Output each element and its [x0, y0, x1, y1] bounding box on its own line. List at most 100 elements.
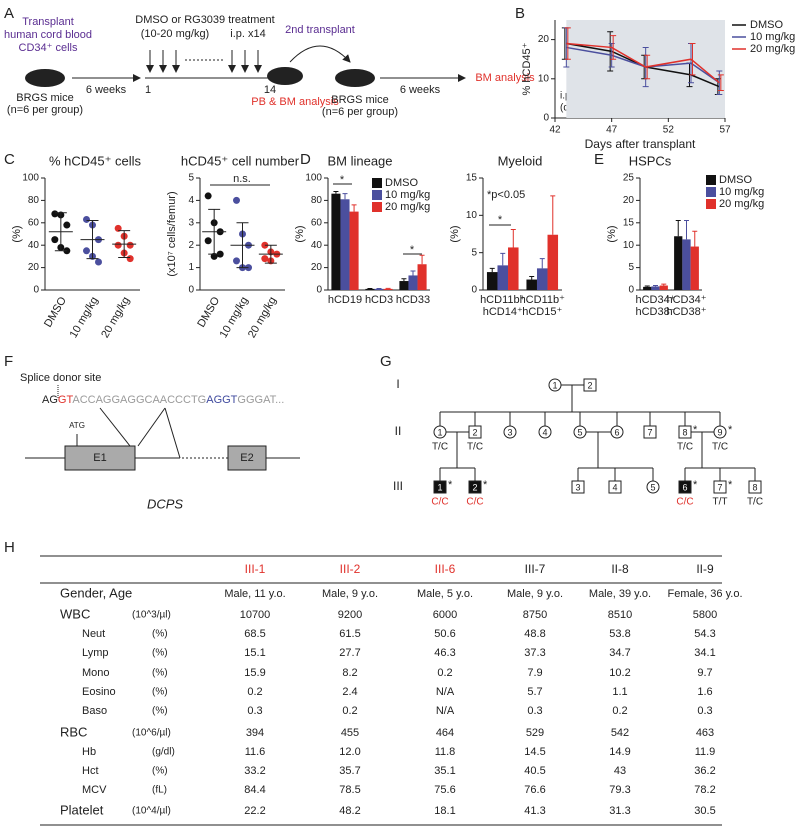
y-tick-label: 80 [28, 195, 40, 206]
generation-label: III [393, 479, 403, 493]
row-label: Gender, Age [60, 585, 132, 600]
member-id: 1 [437, 427, 442, 437]
error-bar [692, 230, 698, 247]
male [468, 425, 482, 439]
genotype: C/C [431, 497, 448, 508]
panel-label: E [594, 151, 604, 168]
error-bar [500, 252, 506, 266]
cell: 68.5 [244, 628, 265, 640]
x-tick-label: 20 mg/kg [246, 295, 279, 340]
bar [690, 246, 699, 290]
cell: Male, 9 y.o. [322, 588, 378, 600]
x-tick-label: 10 mg/kg [68, 295, 101, 340]
legend-swatch [706, 187, 716, 197]
member-id: 4 [542, 427, 547, 437]
male [678, 480, 692, 494]
row-unit: (g/dl) [152, 747, 175, 758]
bar [331, 193, 341, 290]
y-tick-label: 0 [543, 113, 549, 124]
exon-label: E1 [93, 452, 106, 464]
data-point [63, 247, 71, 255]
column-header: III-2 [340, 562, 361, 576]
legend-label: DMSO [719, 174, 752, 186]
cell: 0.3 [527, 705, 542, 717]
data-point [204, 192, 212, 200]
cell: 10700 [240, 609, 271, 621]
generation-label: II [395, 424, 402, 438]
member-id: 3 [575, 482, 580, 492]
cell: 75.6 [434, 784, 455, 796]
column-header: II-8 [611, 562, 629, 576]
sequence-part: GT [58, 394, 74, 406]
male [571, 480, 585, 494]
y-tick-label: 10 [466, 210, 478, 221]
bar [340, 199, 350, 290]
row-unit: (%) [152, 629, 168, 640]
error-bar [684, 220, 689, 240]
y-tick-label: 100 [22, 173, 39, 184]
cell: 22.2 [244, 805, 265, 817]
member-id: 3 [507, 427, 512, 437]
column-header: II-9 [696, 562, 714, 576]
cell: 394 [246, 727, 264, 739]
member-id: 7 [647, 427, 652, 437]
y-tick-label: 40 [28, 240, 40, 251]
panel-label: C [4, 151, 15, 168]
cell: 0.2 [437, 667, 452, 679]
y-tick-label: 4 [188, 195, 194, 206]
cell: 9.7 [697, 667, 712, 679]
splice-label: Splice donor site [20, 372, 101, 384]
pedigree-line [439, 431, 476, 481]
x-tick-label: 47 [606, 125, 618, 136]
y-tick-label: 0 [33, 285, 39, 296]
mice-text: BRGS mice [331, 94, 388, 106]
cell: 6000 [433, 609, 457, 621]
bar [497, 265, 509, 290]
cell: 34.1 [694, 647, 715, 659]
row-label: Mono [82, 667, 110, 679]
sd-bar [54, 212, 67, 252]
error-bar [689, 43, 696, 76]
column-header: III-1 [245, 562, 266, 576]
cell: 31.3 [609, 805, 630, 817]
legend-label: 10 mg/kg [719, 186, 764, 198]
cell: 27.7 [339, 647, 360, 659]
bar [408, 275, 418, 290]
panel-label: G [380, 353, 392, 370]
cell: 464 [436, 727, 454, 739]
data-point [51, 236, 59, 244]
cell: 8510 [608, 609, 632, 621]
cell: 7.9 [527, 667, 542, 679]
x-tick-label: 20 mg/kg [99, 295, 132, 340]
row-unit: (%) [152, 687, 168, 698]
cell: 0.3 [697, 705, 712, 717]
cell: 5800 [693, 609, 717, 621]
member-id: 4 [612, 482, 617, 492]
x-tick-label: hCD11b⁺ [520, 294, 566, 306]
error-bar [564, 27, 571, 60]
panel-label: H [4, 539, 15, 556]
y-axis-label: (%) [449, 225, 461, 242]
row-unit: (%) [152, 706, 168, 717]
exon-label: E2 [240, 452, 253, 464]
error-bar [510, 229, 516, 248]
error-bar [489, 267, 495, 273]
bar [659, 285, 668, 290]
y-tick-label: 20 [623, 195, 635, 206]
member-id: 8 [682, 427, 687, 437]
x-tick-label: hCD15⁺ [522, 306, 562, 318]
column-header: III-6 [435, 562, 456, 576]
row-unit: (%) [152, 668, 168, 679]
legend-label: 20 mg/kg [719, 198, 764, 210]
cell: 54.3 [694, 628, 715, 640]
data-point [126, 255, 134, 263]
panel-label: B [515, 5, 525, 22]
legend-swatch [706, 199, 716, 209]
generation-label: I [396, 377, 399, 391]
member-id: 2 [587, 380, 592, 390]
error-bar [342, 193, 348, 200]
bar [349, 211, 359, 290]
legend-label: DMSO [385, 177, 418, 189]
row-label: WBC [60, 606, 90, 621]
